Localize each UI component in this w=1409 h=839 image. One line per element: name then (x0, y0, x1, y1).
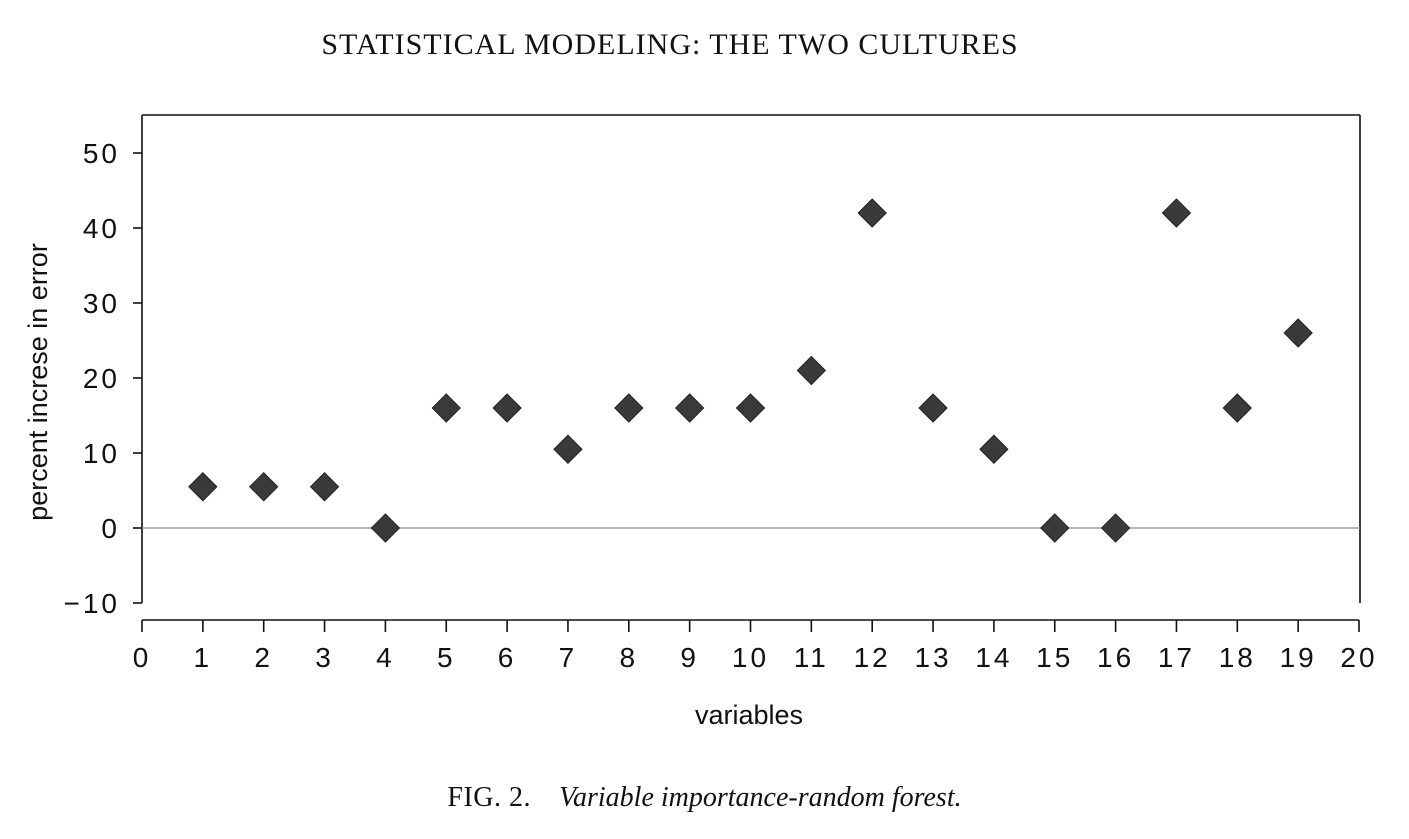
x-tick-label: 13 (914, 642, 951, 673)
data-point (370, 513, 401, 543)
x-tick-label: 2 (254, 642, 273, 673)
x-tick-label: 10 (732, 642, 769, 673)
caption-label: FIG. 2. (447, 782, 531, 813)
x-tick-label: 1 (194, 642, 213, 673)
y-tick-label: 40 (83, 213, 120, 244)
y-tick-label: 50 (83, 138, 120, 169)
data-point (1222, 393, 1253, 423)
data-point (918, 393, 948, 423)
data-point (979, 434, 1009, 464)
y-tick-label: 30 (83, 288, 120, 319)
data-point (674, 393, 705, 423)
chart-axes (141, 114, 1361, 621)
data-point (1161, 198, 1192, 228)
y-tick-label: 20 (83, 363, 120, 394)
data-point (1040, 513, 1070, 543)
y-axis-label: percent increse in error (23, 243, 53, 521)
x-tick-label: 18 (1219, 642, 1256, 673)
data-point (796, 355, 827, 386)
data-point (1283, 318, 1313, 348)
x-tick-label: 14 (975, 642, 1012, 673)
x-tick-label: 17 (1158, 642, 1195, 673)
y-tick-label: 10 (83, 438, 120, 469)
caption-text: Variable importance-random forest. (559, 782, 962, 813)
x-tick-label: 3 (315, 642, 334, 673)
data-point (553, 434, 583, 464)
x-tick-label: 0 (133, 642, 152, 673)
x-tick-label: 20 (1340, 642, 1377, 673)
x-axis-label: variables (695, 700, 803, 730)
data-point (248, 472, 279, 502)
running-head: STATISTICAL MODELING: THE TWO CULTURES (321, 28, 1019, 61)
x-tick-label: 11 (794, 642, 829, 673)
chart-points (188, 198, 1313, 543)
x-tick-label: 4 (376, 642, 395, 673)
y-tick-label: −10 (64, 588, 121, 619)
x-tick-label: 8 (620, 642, 639, 673)
x-tick-label: 5 (437, 642, 456, 673)
data-point (614, 393, 644, 423)
x-tick-label: 9 (680, 642, 699, 673)
data-point (492, 393, 522, 423)
data-point (857, 198, 887, 228)
data-point (309, 472, 340, 502)
x-tick-label: 15 (1036, 642, 1073, 673)
data-point (188, 472, 218, 502)
figure-caption: FIG. 2. Variable importance-random forest… (0, 782, 1409, 814)
data-point (431, 393, 461, 423)
data-point (1100, 513, 1131, 543)
x-tick-label: 6 (498, 642, 517, 673)
data-point (735, 393, 766, 423)
x-tick-label: 12 (854, 642, 891, 673)
x-tick-label: 7 (559, 642, 578, 673)
y-tick-label: 0 (101, 513, 120, 544)
x-tick-label: 19 (1280, 642, 1317, 673)
x-tick-label: 16 (1097, 642, 1134, 673)
